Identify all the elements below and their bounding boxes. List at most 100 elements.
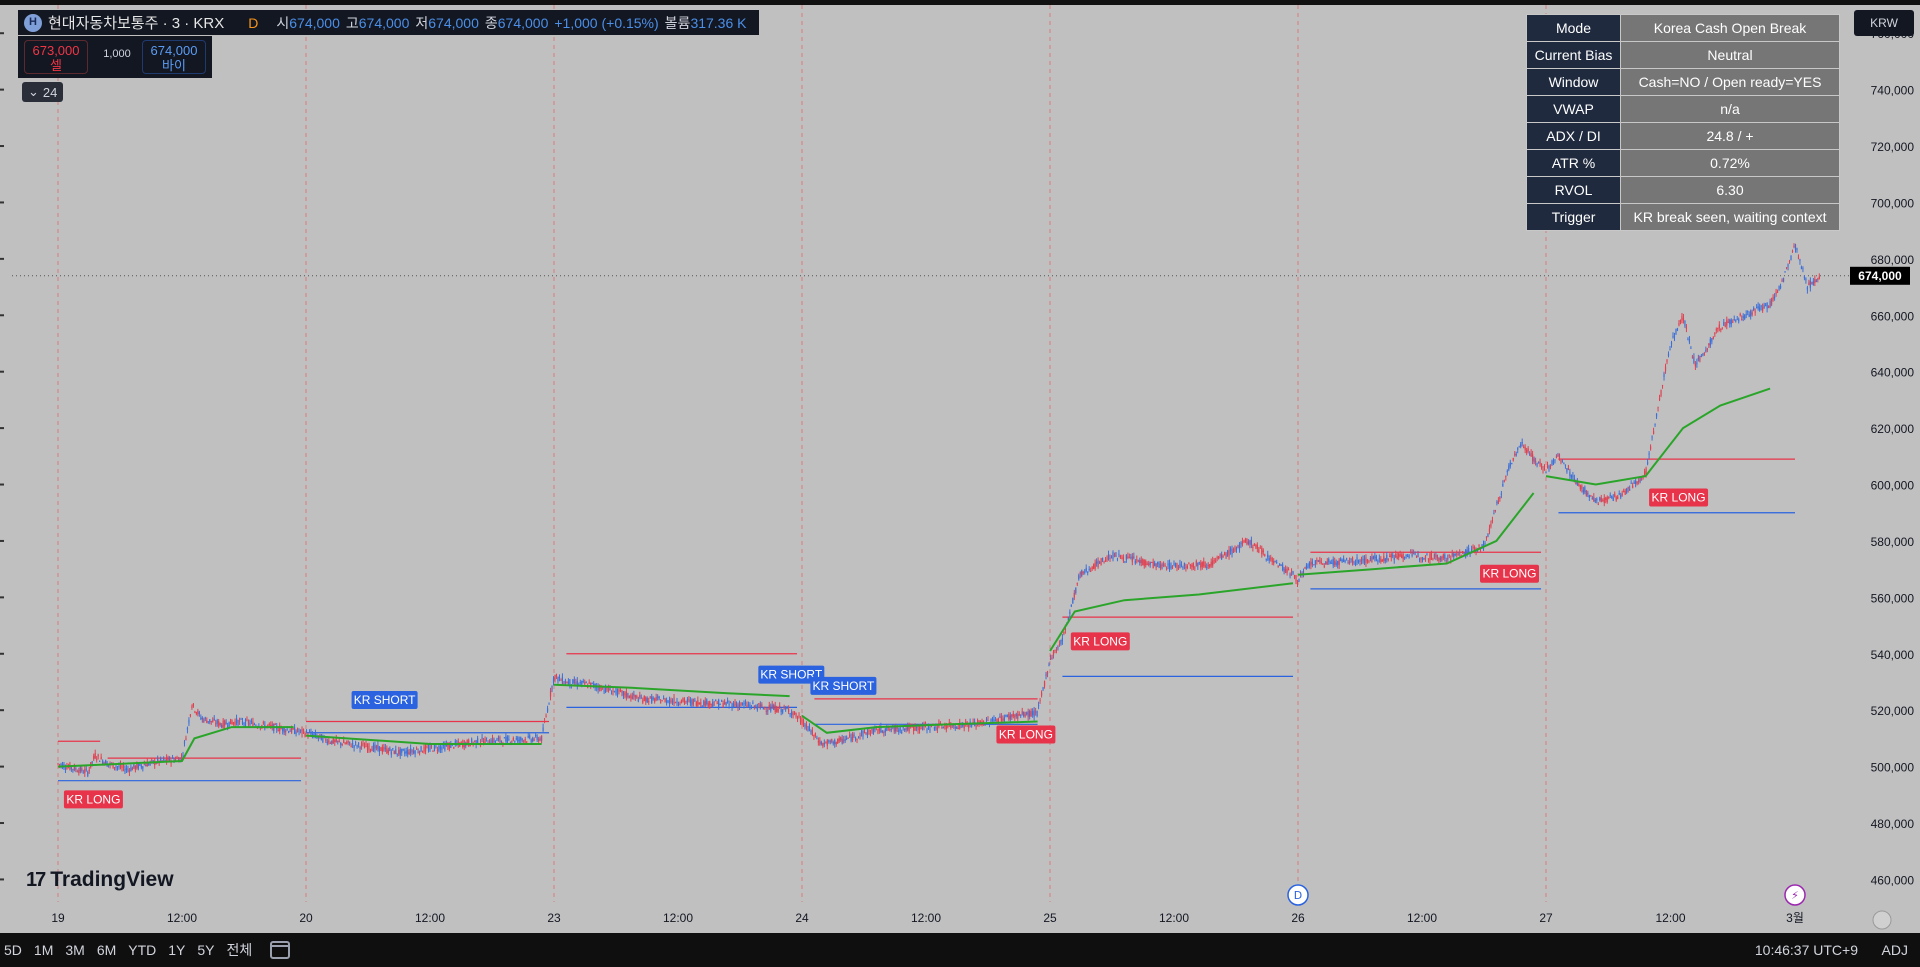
signal-label: KR SHORT	[760, 668, 822, 682]
info-value: KR break seen, waiting context	[1620, 203, 1840, 231]
range-button[interactable]: YTD	[128, 942, 157, 958]
candle-body	[1221, 554, 1223, 560]
candle-body	[816, 738, 818, 740]
clock[interactable]: 10:46:37 UTC+9	[1754, 942, 1858, 958]
candle-body	[1267, 554, 1269, 558]
candle-body	[1439, 557, 1441, 560]
candle-body	[1368, 560, 1370, 562]
candle-body	[1490, 523, 1492, 527]
candle-body	[615, 688, 617, 694]
candle-body	[1624, 490, 1626, 495]
candle-body	[927, 724, 930, 729]
candle-body	[442, 743, 444, 746]
candle-body	[512, 738, 514, 741]
candle-body	[1660, 389, 1662, 396]
range-button[interactable]: 5D	[4, 942, 22, 958]
candle-body	[426, 746, 428, 748]
candle-body	[773, 705, 775, 710]
quantity-value[interactable]: 1,000	[103, 48, 131, 60]
info-row: Window Cash=NO / Open ready=YES	[1526, 68, 1840, 96]
sell-button[interactable]: 673,000 셀	[24, 40, 88, 74]
range-button[interactable]: 1M	[33, 942, 54, 958]
info-key: Trigger	[1526, 203, 1621, 231]
buy-button[interactable]: 674,000 바이	[142, 40, 206, 74]
candle-body	[1192, 562, 1194, 568]
candle-body	[1663, 373, 1665, 378]
candle-body	[1427, 558, 1430, 560]
x-tick-label: 23	[547, 911, 561, 925]
candle-body	[1563, 463, 1565, 465]
candle-body	[1630, 482, 1632, 484]
info-key: ATR %	[1526, 149, 1621, 177]
candle-body	[567, 681, 569, 685]
signal-label-box	[351, 691, 418, 710]
candle-body	[1018, 713, 1020, 716]
left-edge-tick	[0, 709, 4, 712]
candle-body	[719, 704, 721, 706]
candle-body	[1587, 492, 1589, 495]
candle-body	[539, 738, 541, 741]
symbol-title[interactable]: 현대자동차보통주 · 3 · KRX	[48, 15, 225, 32]
candle-body	[335, 738, 337, 743]
calendar-icon[interactable]	[270, 941, 290, 959]
candle-body	[435, 745, 437, 747]
info-key: RVOL	[1526, 176, 1621, 204]
candle-body	[1496, 501, 1498, 503]
range-button[interactable]: 전체	[226, 942, 253, 958]
candle-body	[448, 743, 450, 749]
candle-body	[66, 766, 68, 770]
candle-body	[523, 740, 525, 743]
candle-body	[1676, 328, 1679, 331]
candle-body	[1723, 322, 1725, 326]
candle-body	[637, 699, 639, 702]
candle-body	[566, 682, 568, 684]
candle-body	[1627, 486, 1629, 489]
candle-body	[1335, 562, 1337, 566]
candle-body	[131, 767, 133, 771]
interval-badge[interactable]: D	[248, 14, 259, 31]
candle-body	[392, 748, 394, 750]
tradingview-logo[interactable]: 17 TradingView	[26, 868, 174, 892]
candle-body	[285, 730, 287, 733]
range-button[interactable]: 1Y	[168, 942, 186, 958]
candle-body	[145, 764, 147, 767]
currency-selector[interactable]: KRW	[1854, 10, 1914, 36]
candle-body	[1454, 554, 1456, 556]
candle-body	[234, 721, 236, 726]
candle-body	[1711, 338, 1713, 342]
range-button[interactable]: 6M	[96, 942, 117, 958]
candle-body	[158, 760, 160, 764]
candle-body	[1212, 560, 1214, 566]
candle-body	[93, 755, 95, 760]
candle-body	[1466, 549, 1468, 555]
candle-body	[503, 737, 505, 739]
candle-body	[1779, 285, 1782, 289]
candle-body	[146, 762, 148, 767]
candle-body	[1204, 565, 1206, 568]
candle-body	[594, 683, 596, 688]
candle-body	[612, 690, 614, 693]
candle-body	[1094, 562, 1096, 569]
candle-body	[1661, 384, 1664, 386]
adj-button[interactable]: ADJ	[1881, 942, 1908, 958]
candle-body	[1099, 561, 1101, 564]
indicators-toggle[interactable]: ⌄ 24	[22, 82, 64, 102]
candle-body	[551, 685, 553, 690]
candle-body	[1515, 453, 1517, 456]
range-button[interactable]: 3M	[65, 942, 85, 958]
candle-body	[774, 705, 776, 713]
candle-body	[1697, 358, 1699, 360]
candle-body	[433, 745, 436, 751]
tradingview-logo-icon: 17	[26, 868, 46, 891]
candle-body	[1621, 493, 1623, 496]
range-button[interactable]: 5Y	[197, 942, 215, 958]
candle-body	[1223, 552, 1226, 556]
candle-body	[319, 734, 321, 736]
candle-body	[1005, 715, 1007, 717]
candle-body	[494, 740, 497, 743]
candle-body	[1769, 301, 1771, 307]
candle-body	[1445, 560, 1447, 562]
candle-body	[1310, 561, 1312, 566]
candle-body	[1325, 562, 1327, 565]
